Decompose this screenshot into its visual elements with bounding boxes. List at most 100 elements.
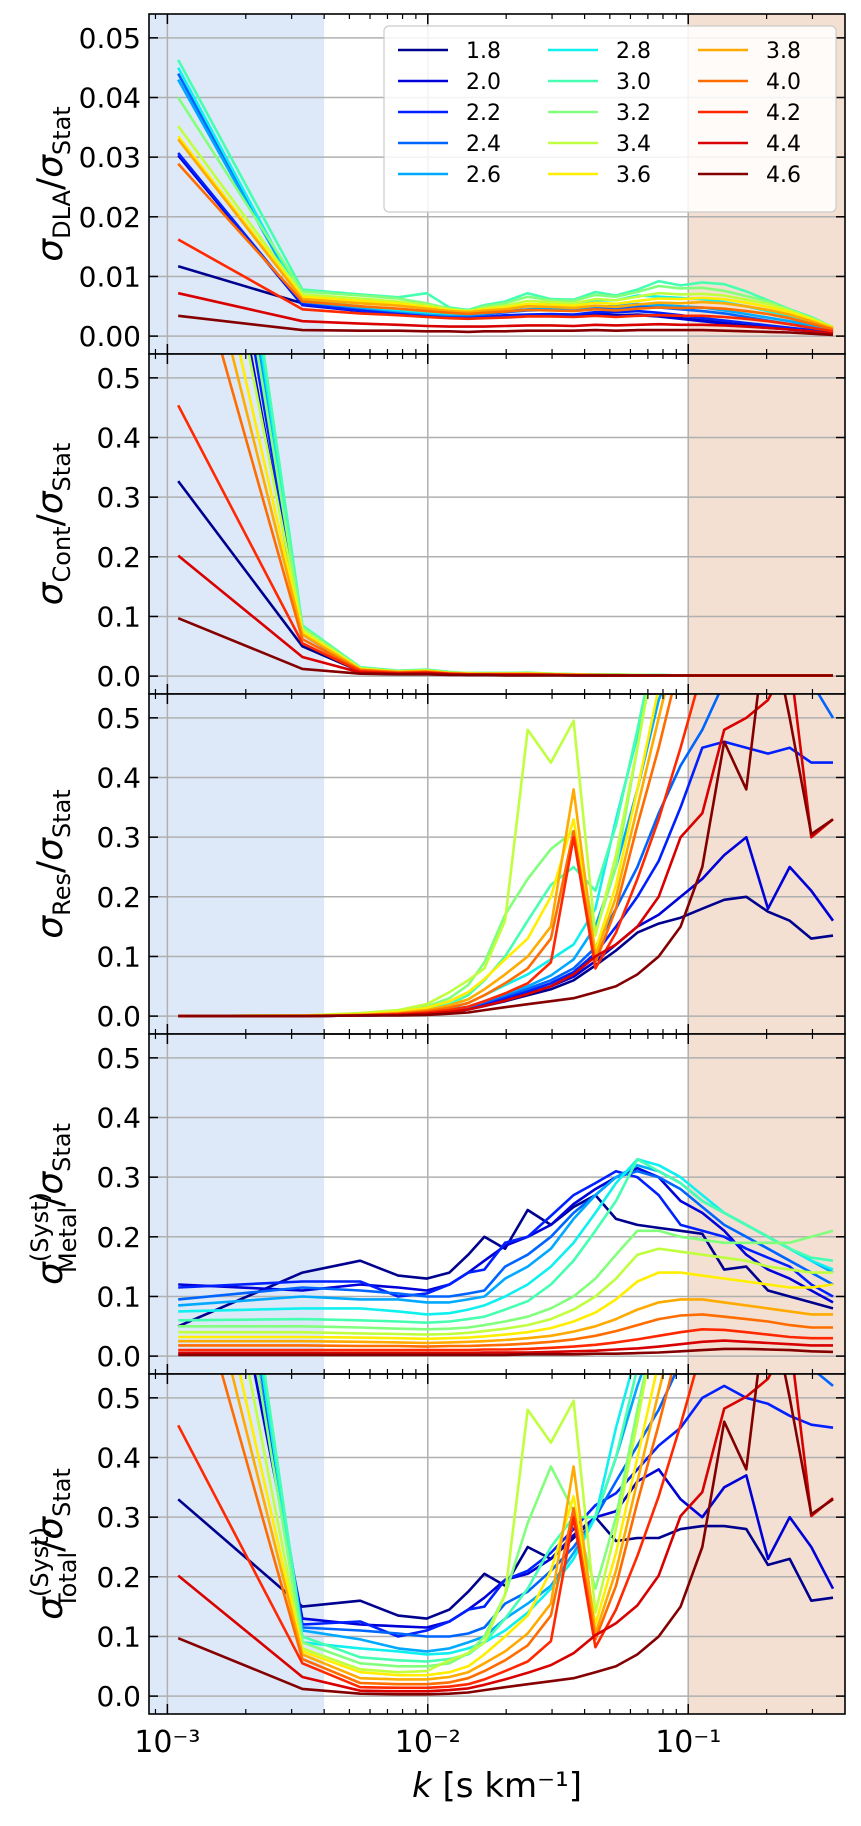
- x-axis-label: k [s km⁻¹]: [412, 1766, 582, 1806]
- y-axis-label: σCont/σStat: [30, 443, 76, 606]
- y-tick-label: 0.5: [96, 1042, 141, 1075]
- series-line-3-2: [177, 96, 834, 329]
- series-line-4-4: [177, 1374, 834, 1693]
- series-line-3-8: [177, 138, 834, 330]
- series-line-4-4: [178, 1339, 833, 1355]
- series-line-3-8: [230, 1374, 665, 1681]
- y-tick-label: 0.2: [96, 1561, 141, 1594]
- legend-item-3-6: 3.6: [548, 163, 651, 188]
- legend-item-4-6: 4.6: [698, 163, 801, 188]
- legend-item-3-4: 3.4: [548, 132, 651, 157]
- series-group: [178, 694, 835, 1018]
- legend-item-2-8: 2.8: [548, 39, 651, 64]
- series-line-4-0: [178, 1313, 833, 1348]
- y-tick-label: 0.1: [96, 940, 141, 973]
- legend-label: 4.2: [766, 101, 801, 126]
- series-line-3-2: [178, 1229, 834, 1331]
- legend-label: 2.8: [616, 39, 651, 64]
- legend-label: 3.6: [616, 163, 651, 188]
- panel-frame: [148, 1373, 846, 1715]
- series-group: [177, 354, 833, 677]
- y-tick-label: 0.1: [96, 1620, 141, 1653]
- y-tick-label: 0.4: [96, 762, 141, 795]
- series-line-3-6: [238, 1374, 658, 1677]
- y-tick-label: 0.3: [96, 821, 141, 854]
- legend-label: 1.8: [466, 39, 501, 64]
- panel-4: 0.0 0.1 0.2 0.3 0.4 0.5 σ(Syst)Metal/σStat: [26, 1033, 846, 1375]
- y-tick-label: 0.02: [79, 201, 141, 234]
- legend-label: 3.4: [616, 132, 651, 157]
- series-line-2-2: [178, 1169, 834, 1298]
- shaded-region-small-scale: [688, 1374, 845, 1714]
- y-axis-label: σ(Syst)Metal/σStat: [26, 1123, 82, 1285]
- y-axis-label: σDLA/σStat: [30, 106, 76, 261]
- series-line-2-4: [178, 1169, 834, 1301]
- legend-label: 3.2: [616, 101, 651, 126]
- y-tick-label: 0.4: [96, 422, 141, 455]
- legend-label: 2.2: [466, 101, 501, 126]
- y-tick-label: 0.3: [96, 481, 141, 514]
- series-line-4-4: [177, 291, 834, 335]
- series-line-3-4: [177, 125, 834, 329]
- series-line-3-4: [247, 1374, 648, 1674]
- y-tick-label: 0.2: [96, 1221, 141, 1254]
- x-tick-label: 10⁻²: [395, 1725, 461, 1760]
- series-line-4-0: [220, 1374, 673, 1686]
- series-line-1-8: [177, 1193, 834, 1328]
- legend-label: 2.6: [466, 163, 501, 188]
- series-line-3-4: [178, 1247, 833, 1336]
- legend-box: [383, 25, 837, 213]
- series-line-2-0: [253, 1374, 835, 1629]
- y-tick-label: 0.0: [96, 1680, 141, 1713]
- legend-item-3-2: 3.2: [548, 101, 651, 126]
- x-axis: 10⁻³ 10⁻² 10⁻¹ k [s km⁻¹]: [134, 1725, 721, 1806]
- series-line-3-4: [178, 694, 649, 1018]
- series-line-2-4: [260, 1374, 834, 1638]
- y-tick-label: 0.4: [96, 1442, 141, 1475]
- series-line-4-6: [178, 1347, 834, 1357]
- series-line-3-6: [178, 694, 659, 1018]
- y-tick-label: 0.1: [96, 1280, 141, 1313]
- legend-item-3-8: 3.8: [698, 39, 801, 64]
- legend-label: 4.0: [766, 70, 801, 95]
- legend-item-4-0: 4.0: [698, 70, 801, 95]
- series-line-4-6: [178, 314, 834, 337]
- legend-label: 3.0: [616, 70, 651, 95]
- series-line-4-6: [177, 1374, 834, 1696]
- legend: 1.8 2.0 2.2 2.4 2.6 2.8 3.0 3.2 3.4 3.6 3.8 4.0 4.2 4…: [383, 25, 837, 213]
- y-tick-label: 0.0: [96, 660, 141, 693]
- series-line-3-6: [178, 1271, 834, 1341]
- y-tick-label: 0.00: [79, 320, 141, 353]
- series-group: [177, 59, 834, 337]
- y-tick-label: 0.5: [96, 1382, 141, 1415]
- panel-3: 0.0 0.1 0.2 0.3 0.4 0.5 σRes/σStat: [30, 693, 846, 1035]
- y-tick-label: 0.03: [79, 141, 141, 174]
- shaded-region-small-scale: [688, 354, 845, 694]
- panels: 0.00 0.01 0.02 0.03 0.04 0.05 σDLA/σStat 0.0 0.1…: [26, 13, 846, 1715]
- series-line-2-0: [178, 1166, 834, 1304]
- series-line-3-8: [178, 1298, 833, 1345]
- y-tick-label: 0.3: [96, 1161, 141, 1194]
- legend-item-3-0: 3.0: [548, 70, 651, 95]
- legend-item-2-2: 2.2: [398, 101, 501, 126]
- y-tick-label: 0.01: [79, 260, 141, 293]
- series-line-3-6: [177, 135, 834, 330]
- series-group: [177, 1374, 835, 1696]
- y-tick-label: 0.05: [79, 22, 141, 55]
- shaded-region-large-scale: [149, 1034, 325, 1374]
- y-tick-label: 0.04: [79, 82, 141, 115]
- series-line-3-0: [178, 1158, 834, 1324]
- series-line-3-0: [177, 59, 834, 329]
- y-axis-label: σRes/σStat: [30, 789, 76, 938]
- y-tick-label: 0.0: [96, 1340, 141, 1373]
- series-line-4-2: [178, 1328, 833, 1352]
- legend-label: 4.4: [766, 132, 801, 157]
- series-line-4-6: [178, 694, 834, 1018]
- shaded-region-large-scale: [149, 1374, 325, 1714]
- y-tick-label: 0.2: [96, 881, 141, 914]
- legend-label: 2.4: [466, 132, 501, 157]
- panel-2: 0.0 0.1 0.2 0.3 0.4 0.5 σCont/σStat: [30, 353, 846, 695]
- series-line-4-2: [177, 1374, 697, 1690]
- legend-label: 4.6: [766, 163, 801, 188]
